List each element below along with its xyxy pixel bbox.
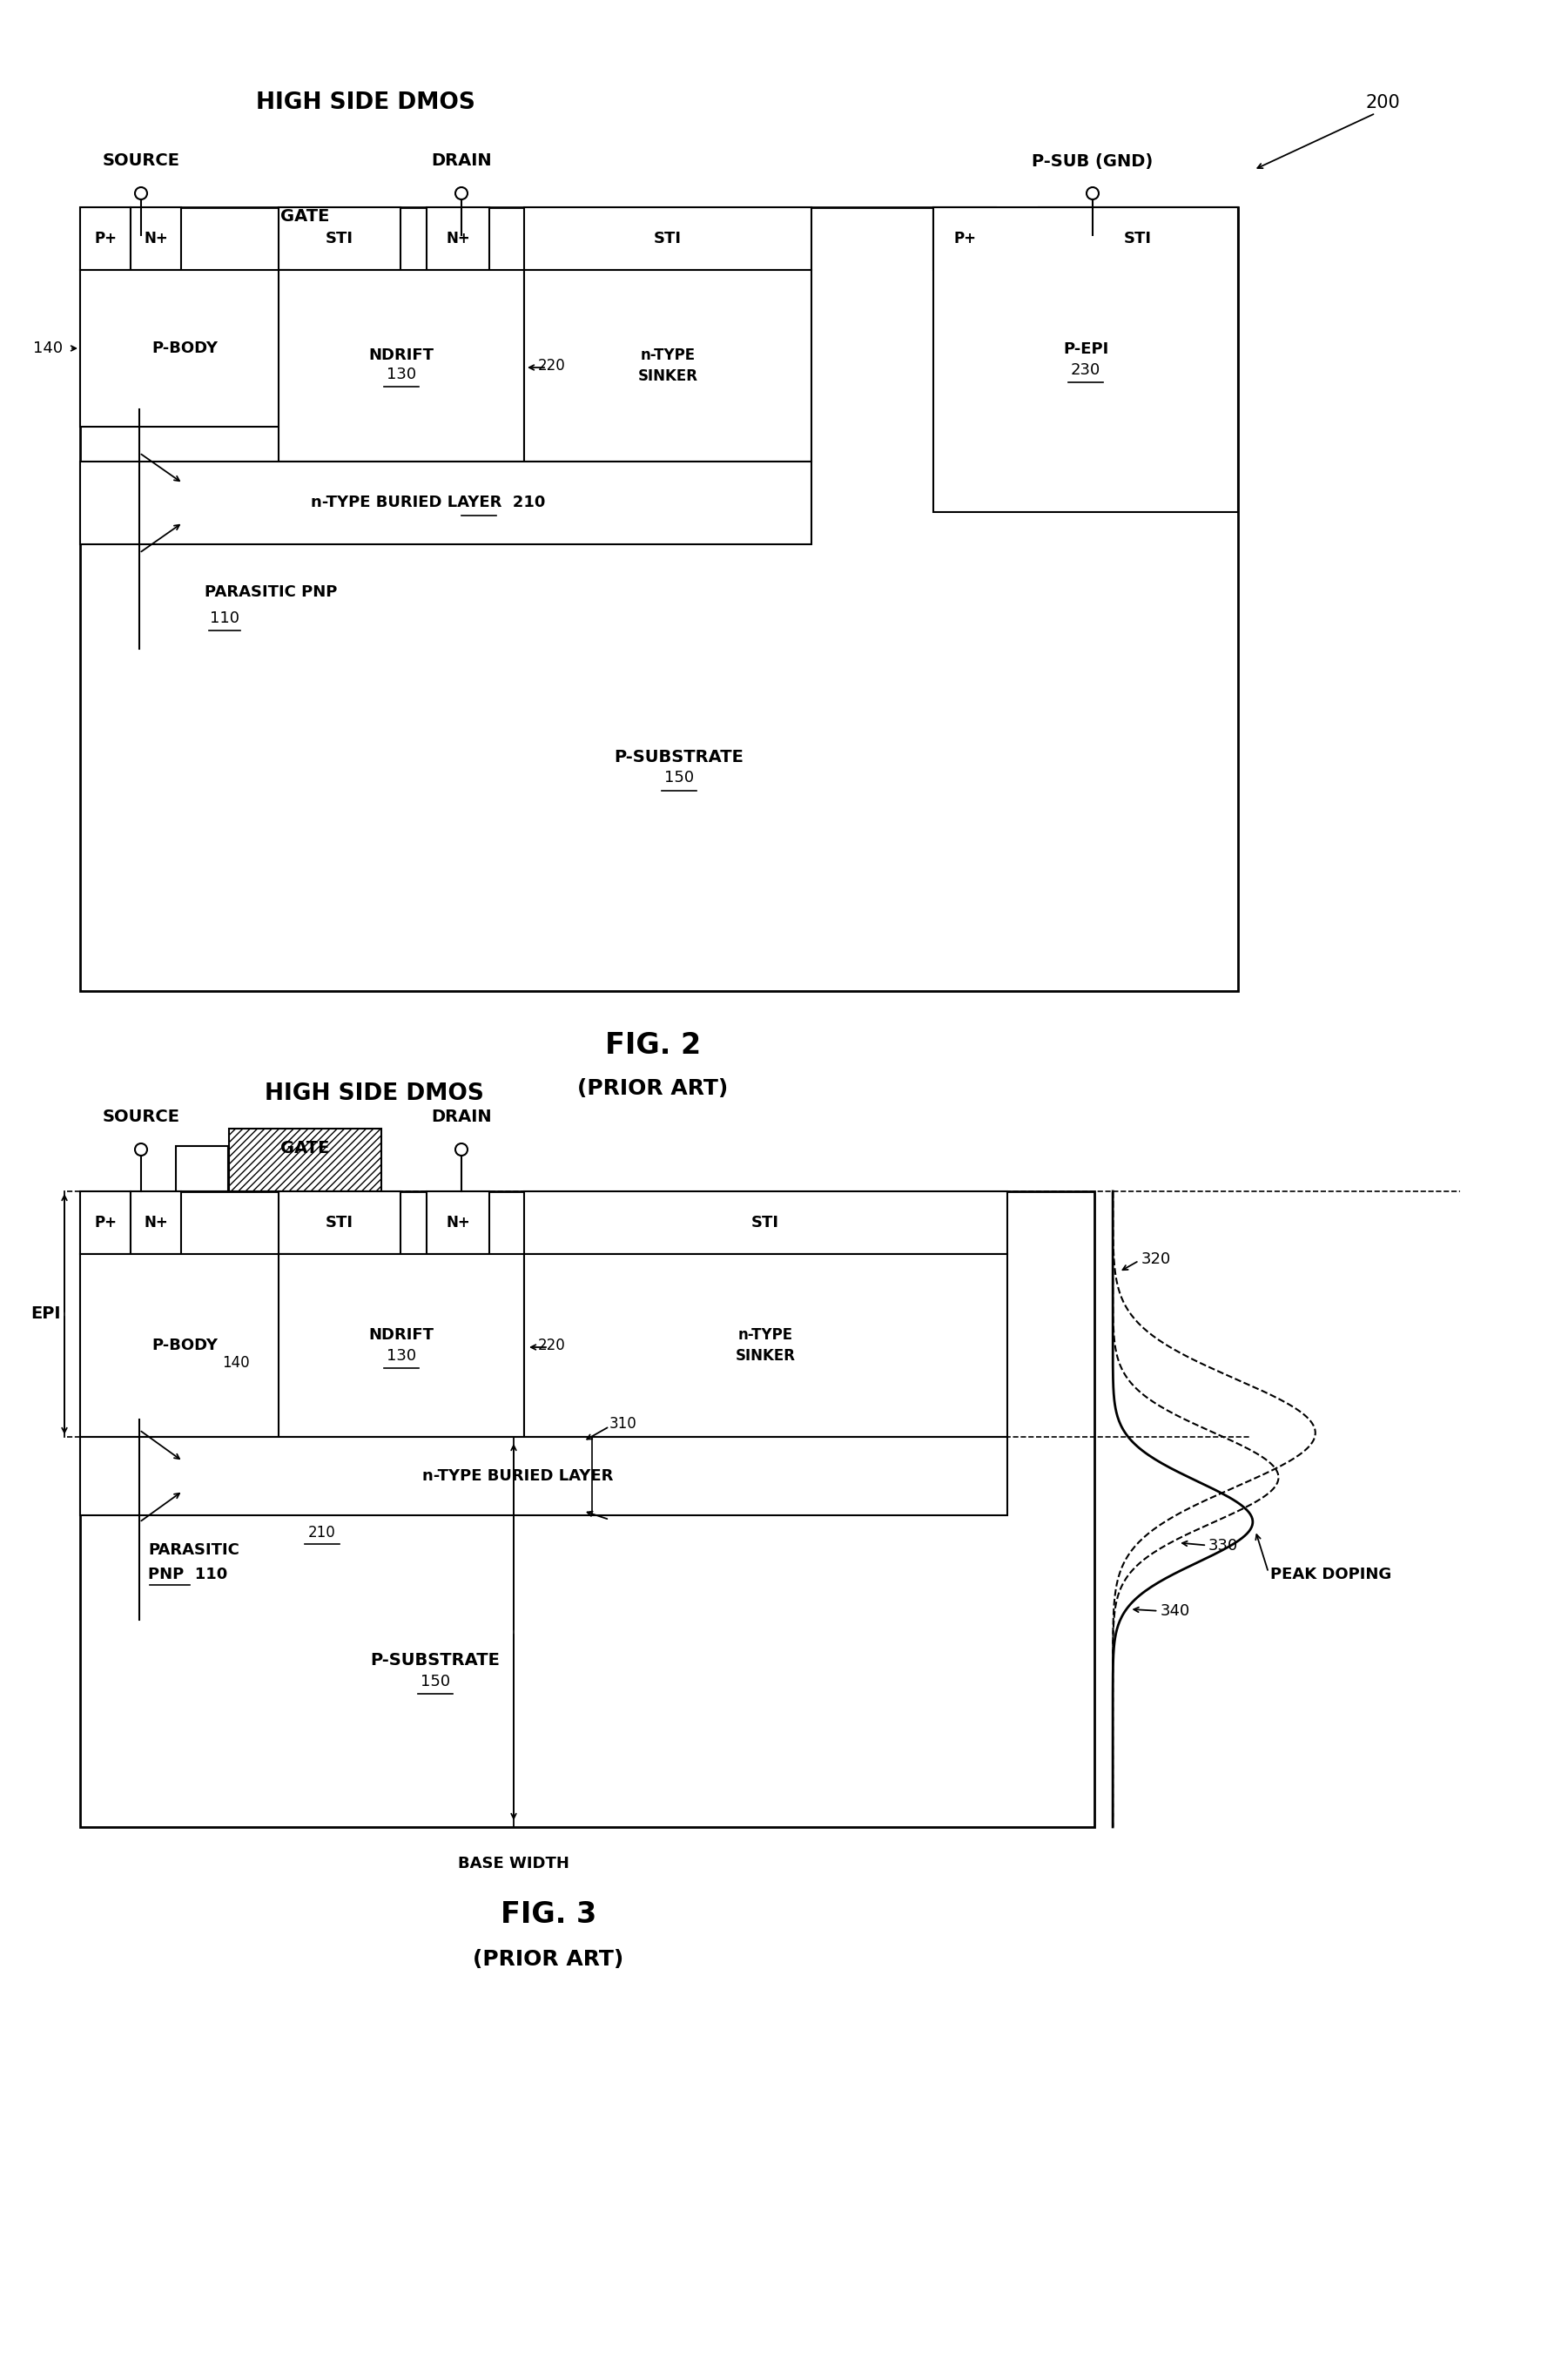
Text: 140: 140 <box>33 340 63 356</box>
Text: n-TYPE: n-TYPE <box>640 347 695 363</box>
Bar <box>279 208 400 269</box>
Bar <box>176 243 227 295</box>
Bar <box>524 208 811 269</box>
Text: 200: 200 <box>1366 94 1400 111</box>
Text: GATE: GATE <box>281 1140 329 1156</box>
Bar <box>426 208 489 269</box>
Text: 130: 130 <box>386 366 416 382</box>
Bar <box>279 1253 524 1437</box>
Bar <box>933 208 996 269</box>
Text: P-EPI: P-EPI <box>1063 342 1109 356</box>
Text: n-TYPE BURIED LAYER: n-TYPE BURIED LAYER <box>422 1468 613 1484</box>
Text: NDRIFT: NDRIFT <box>368 347 434 363</box>
Text: SINKER: SINKER <box>735 1348 795 1364</box>
Text: (PRIOR ART): (PRIOR ART) <box>577 1079 729 1100</box>
Text: NDRIFT: NDRIFT <box>368 1326 434 1343</box>
Bar <box>426 1192 489 1253</box>
Text: 140: 140 <box>223 1355 249 1371</box>
Text: P-BODY: P-BODY <box>152 340 218 356</box>
Text: 150: 150 <box>665 769 695 786</box>
Text: N+: N+ <box>445 1215 470 1230</box>
Bar <box>229 224 381 295</box>
Text: FIG. 3: FIG. 3 <box>500 1900 596 1928</box>
Text: STI: STI <box>654 231 682 245</box>
Text: PEAK DOPING: PEAK DOPING <box>1270 1567 1391 1581</box>
Text: FIG. 2: FIG. 2 <box>605 1031 701 1060</box>
Text: n-TYPE: n-TYPE <box>739 1326 793 1343</box>
Bar <box>524 269 811 463</box>
Text: PARASITIC PNP: PARASITIC PNP <box>204 585 337 599</box>
Text: SINKER: SINKER <box>638 368 698 385</box>
Text: DRAIN: DRAIN <box>431 153 492 170</box>
Text: N+: N+ <box>144 231 168 245</box>
Text: P+: P+ <box>953 231 975 245</box>
Text: P-SUBSTRATE: P-SUBSTRATE <box>615 748 743 765</box>
Text: P-SUB (GND): P-SUB (GND) <box>1032 153 1152 170</box>
Text: n-TYPE BURIED LAYER  210: n-TYPE BURIED LAYER 210 <box>310 496 546 510</box>
Bar <box>279 269 524 463</box>
Bar <box>1038 208 1239 269</box>
Text: 150: 150 <box>420 1673 450 1690</box>
Text: P-SUBSTRATE: P-SUBSTRATE <box>370 1652 500 1669</box>
Bar <box>80 1253 289 1437</box>
Bar <box>80 208 1239 991</box>
Text: SOURCE: SOURCE <box>102 1109 180 1126</box>
Text: HIGH SIDE DMOS: HIGH SIDE DMOS <box>256 92 475 113</box>
Text: GATE: GATE <box>281 208 329 224</box>
Text: EPI: EPI <box>30 1305 60 1322</box>
Bar <box>80 463 811 545</box>
Bar <box>130 208 180 269</box>
Text: 110: 110 <box>210 611 240 625</box>
Bar <box>130 1192 180 1253</box>
Bar <box>229 1128 381 1192</box>
Text: 210: 210 <box>309 1525 336 1541</box>
Bar <box>80 1192 1094 1827</box>
Text: BASE WIDTH: BASE WIDTH <box>458 1855 569 1871</box>
Bar <box>80 1437 1007 1515</box>
Text: HIGH SIDE DMOS: HIGH SIDE DMOS <box>265 1083 485 1104</box>
Text: DRAIN: DRAIN <box>431 1109 492 1126</box>
Bar <box>176 1147 227 1192</box>
Text: STI: STI <box>326 1215 353 1230</box>
Text: 310: 310 <box>610 1416 637 1433</box>
Text: 320: 320 <box>1142 1251 1171 1267</box>
Text: STI: STI <box>751 1215 779 1230</box>
Text: N+: N+ <box>144 1215 168 1230</box>
Text: SOURCE: SOURCE <box>102 153 180 170</box>
Text: STI: STI <box>1124 231 1152 245</box>
Bar <box>80 1192 130 1253</box>
Bar <box>524 1253 1007 1437</box>
Bar <box>80 208 130 269</box>
Text: P-BODY: P-BODY <box>152 1338 218 1352</box>
Text: 130: 130 <box>386 1348 416 1364</box>
Text: STI: STI <box>326 231 353 245</box>
Bar <box>933 208 1239 512</box>
Text: 230: 230 <box>1071 363 1101 378</box>
Text: N+: N+ <box>445 231 470 245</box>
Text: 340: 340 <box>1160 1602 1190 1619</box>
Bar <box>524 1192 1007 1253</box>
Text: (PRIOR ART): (PRIOR ART) <box>474 1949 624 1971</box>
Text: 220: 220 <box>538 1338 566 1352</box>
Text: P+: P+ <box>94 231 116 245</box>
Bar <box>279 1192 400 1253</box>
Text: P+: P+ <box>94 1215 116 1230</box>
Text: PARASITIC: PARASITIC <box>147 1543 240 1558</box>
Bar <box>80 269 289 427</box>
Text: PNP  110: PNP 110 <box>147 1567 227 1581</box>
Text: 330: 330 <box>1209 1536 1239 1553</box>
Text: 220: 220 <box>538 359 566 373</box>
